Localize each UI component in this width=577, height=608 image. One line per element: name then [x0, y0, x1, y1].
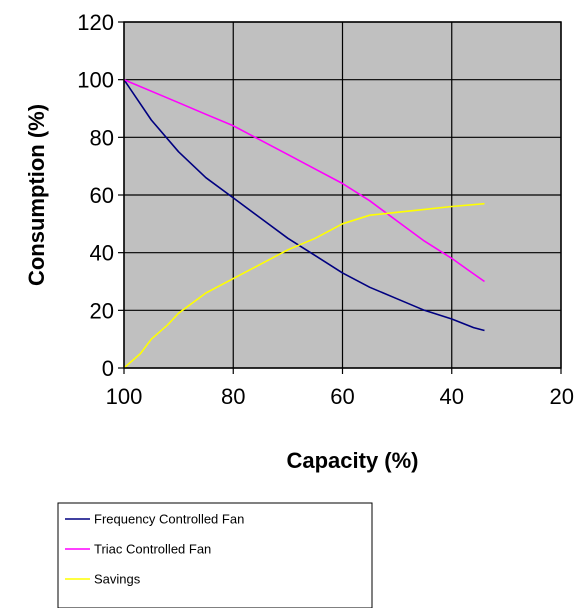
legend-label-2: Savings: [94, 572, 141, 587]
series-line-0: [123, 79, 485, 332]
legend-box: [57, 502, 373, 608]
y-tick-label-1: 20: [90, 298, 114, 323]
x-axis-title: Capacity (%): [286, 448, 418, 473]
y-tick-label-0: 0: [102, 356, 114, 381]
series-line-1: [123, 78, 485, 283]
x-tick-label-3: 40: [440, 384, 464, 409]
y-tick-label-6: 120: [77, 10, 114, 35]
x-tick-label-4: 20: [550, 384, 574, 409]
y-axis-title: Consumption (%): [24, 104, 49, 286]
y-tick-label-3: 60: [90, 183, 114, 208]
x-tick-label-1: 80: [221, 384, 245, 409]
y-tick-label-2: 40: [90, 241, 114, 266]
legend-label-0: Frequency Controlled Fan: [94, 512, 244, 527]
axis-tick-labels: 0 20 40 60 80 100 120 100 80 60 40 20: [77, 10, 574, 409]
legend: Frequency Controlled Fan Triac Controlled…: [57, 502, 373, 608]
series-line-2: [123, 202, 485, 369]
x-tick-label-2: 60: [330, 384, 354, 409]
y-tick-label-4: 80: [90, 125, 114, 150]
series-lines: [123, 78, 485, 369]
x-tick-label-0: 100: [106, 384, 143, 409]
y-tick-label-5: 100: [77, 68, 114, 93]
legend-items: Frequency Controlled Fan Triac Controlled…: [65, 512, 244, 587]
legend-label-1: Triac Controlled Fan: [94, 542, 211, 557]
